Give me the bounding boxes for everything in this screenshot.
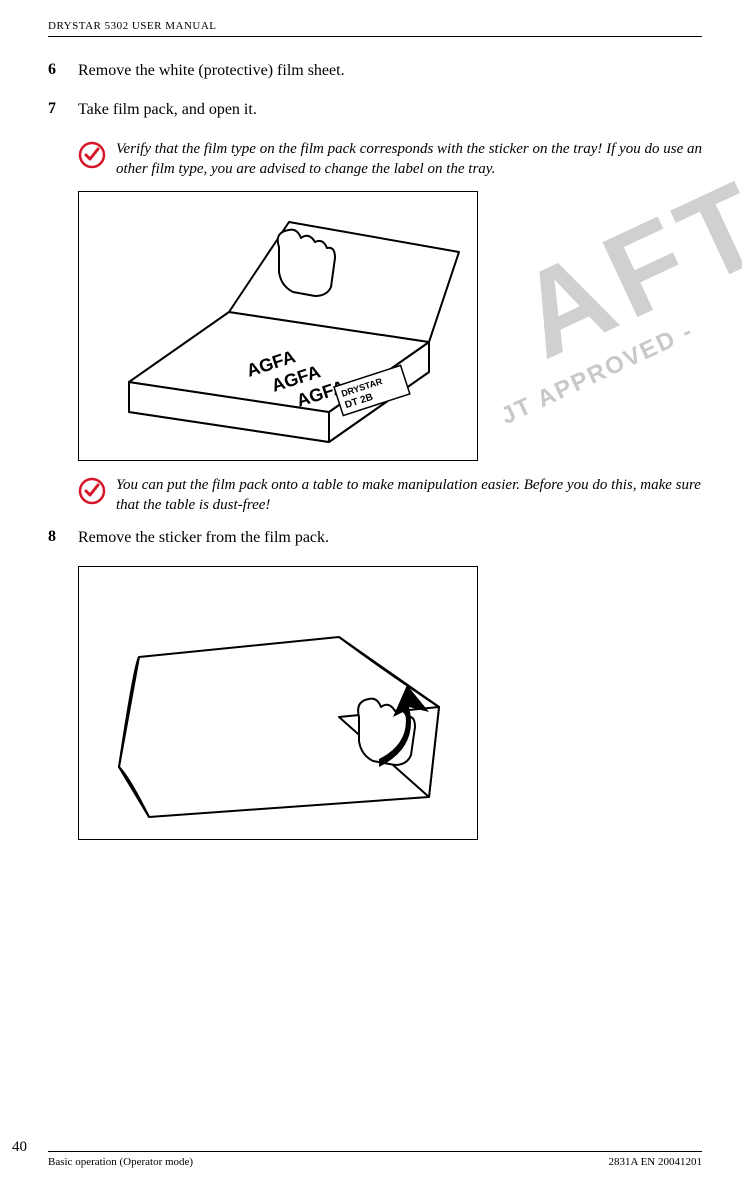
check-icon bbox=[78, 477, 106, 505]
note-1: Verify that the film type on the film pa… bbox=[78, 139, 702, 180]
page-content: DRYSTAR 5302 USER MANUAL 6 Remove the wh… bbox=[0, 0, 742, 1186]
step-number: 6 bbox=[48, 61, 78, 82]
step-8: 8 Remove the sticker from the film pack. bbox=[48, 528, 702, 549]
step-number: 8 bbox=[48, 528, 78, 549]
note-text: Verify that the film type on the film pa… bbox=[116, 139, 702, 180]
note-2: You can put the film pack onto a table t… bbox=[78, 475, 702, 516]
check-icon bbox=[78, 141, 106, 169]
figure-remove-sticker bbox=[78, 566, 478, 840]
step-6: 6 Remove the white (protective) film she… bbox=[48, 61, 702, 82]
page-header: DRYSTAR 5302 USER MANUAL bbox=[48, 20, 702, 37]
step-text: Remove the sticker from the film pack. bbox=[78, 528, 329, 549]
step-text: Remove the white (protective) film sheet… bbox=[78, 61, 345, 82]
step-number: 7 bbox=[48, 100, 78, 121]
figure-film-pack-open: AGFA AGFA AGFA DRYSTAR DT 2B bbox=[78, 191, 478, 461]
note-text: You can put the film pack onto a table t… bbox=[116, 475, 702, 516]
step-text: Take film pack, and open it. bbox=[78, 100, 257, 121]
step-7: 7 Take film pack, and open it. bbox=[48, 100, 702, 121]
